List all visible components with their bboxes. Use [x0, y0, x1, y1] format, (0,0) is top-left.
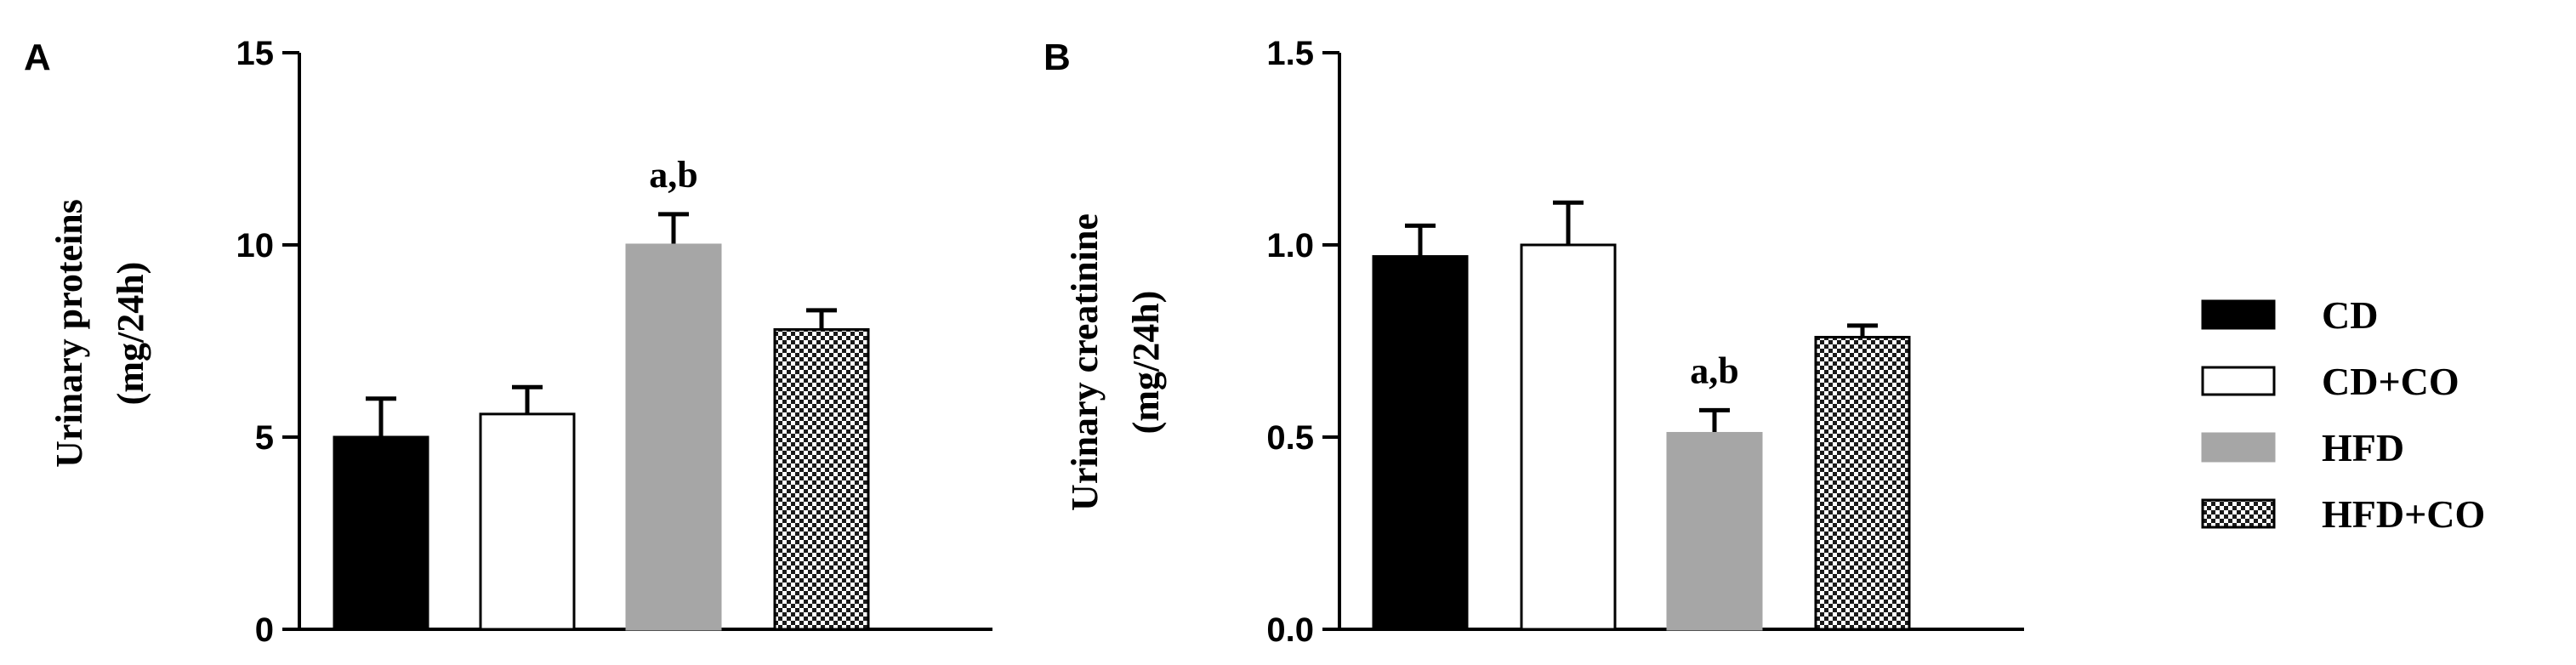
panel-a-ytick-label: 5: [255, 419, 274, 457]
panel-b-ytick-label: 0.5: [1266, 419, 1314, 457]
legend-swatch-cd-co: [2201, 366, 2276, 396]
legend-label-hfd: HFD: [2322, 426, 2404, 469]
legend-swatch-hfd-co: [2201, 498, 2276, 529]
panel-b-ytick-label: 0.0: [1266, 611, 1314, 649]
panel-b-bar-cd: [1372, 255, 1469, 631]
panel-a-ytick-label: 0: [255, 611, 274, 649]
panel-b-ylabel-line2: (mg/24h): [1125, 291, 1167, 435]
panel-b-ytick-label: 1.0: [1266, 227, 1314, 264]
panel-b-annotation: a,b: [1690, 350, 1738, 391]
legend-swatch-hfd: [2201, 432, 2276, 463]
panel-a-ylabel-line1: Urinary proteins: [48, 199, 90, 468]
panel-b-bar-hfd: [1666, 431, 1763, 631]
panel-a: A Urinary proteins (mg/24h) 0 5 10 15 a,b: [24, 35, 992, 649]
panel-a-ylabel-line2: (mg/24h): [110, 262, 151, 406]
panel-b-ytick-label: 1.5: [1266, 35, 1314, 72]
legend-label-hfd-co: HFD+CO: [2322, 492, 2485, 536]
panel-a-ytick-label: 10: [236, 227, 275, 264]
panel-a-ytick-label: 15: [236, 35, 275, 72]
panel-b-bar-hfd-co: [1814, 335, 1911, 631]
panel-a-bar-hfd: [625, 243, 722, 631]
panel-a-letter: A: [24, 37, 51, 78]
panel-b: B Urinary creatinine (mg/24h) 0.0 0.5 1.0 1…: [1043, 35, 2024, 649]
panel-a-plot: 0 5 10 15 a,b: [236, 35, 992, 649]
legend-swatch-cd: [2201, 299, 2276, 330]
panel-a-bar-hfd-co: [773, 327, 870, 631]
panel-b-plot: 0.0 0.5 1.0 1.5 a,b: [1266, 35, 2024, 649]
panel-a-annotation: a,b: [649, 154, 697, 196]
legend: CD CD+CO HFD HFD+CO: [2201, 293, 2485, 536]
legend-label-cd-co: CD+CO: [2322, 360, 2459, 403]
panel-b-bar-cd-co: [1520, 243, 1617, 631]
legend-label-cd: CD: [2322, 293, 2378, 337]
panel-a-bar-cd: [333, 435, 429, 631]
panel-b-ylabel-line1: Urinary creatinine: [1064, 213, 1106, 511]
panel-a-bar-cd-co: [479, 412, 576, 631]
panel-b-letter: B: [1043, 37, 1071, 78]
